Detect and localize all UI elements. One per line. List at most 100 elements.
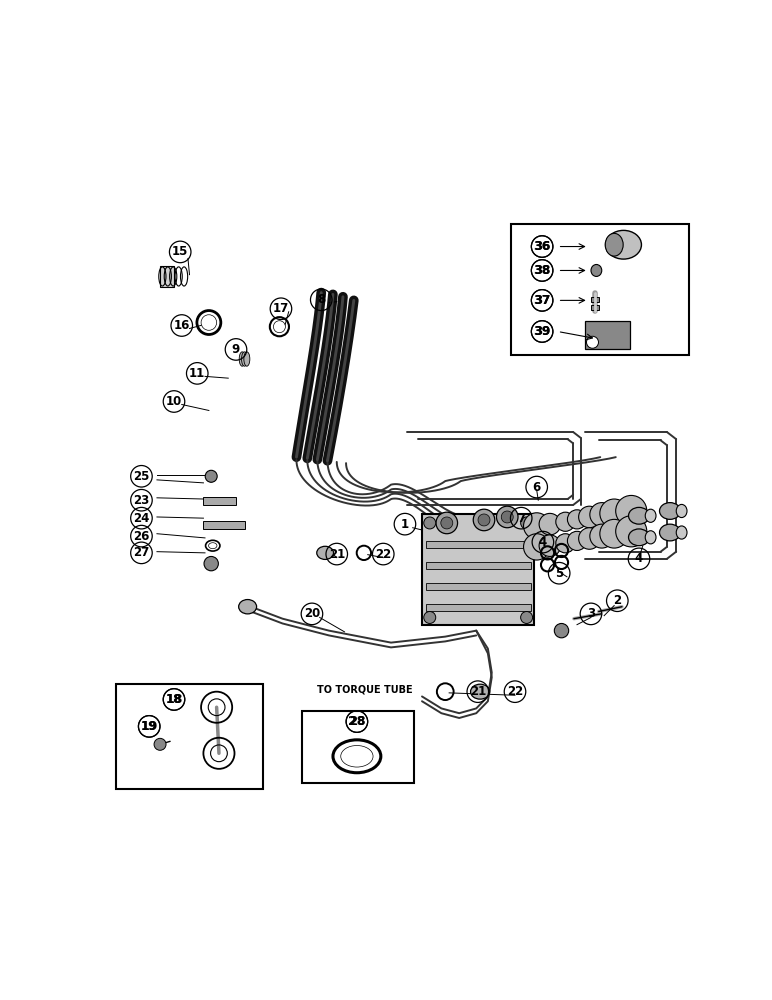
Text: 5: 5 — [555, 567, 564, 580]
Ellipse shape — [239, 352, 245, 366]
Text: 7: 7 — [517, 512, 525, 525]
Text: 10: 10 — [166, 395, 182, 408]
Circle shape — [523, 513, 550, 539]
Text: 15: 15 — [172, 245, 188, 258]
Text: 28: 28 — [348, 715, 366, 728]
Text: 28: 28 — [349, 715, 365, 728]
Circle shape — [579, 506, 600, 528]
Text: 37: 37 — [534, 294, 550, 307]
Text: 8: 8 — [317, 293, 325, 306]
Bar — [584, 321, 630, 349]
Bar — [116, 684, 263, 789]
Text: 26: 26 — [134, 530, 150, 543]
Ellipse shape — [676, 526, 687, 539]
Text: 17: 17 — [273, 302, 289, 315]
Text: 11: 11 — [189, 367, 205, 380]
Circle shape — [496, 506, 518, 528]
Circle shape — [520, 517, 533, 529]
Ellipse shape — [201, 315, 217, 330]
Text: 19: 19 — [141, 720, 157, 733]
Ellipse shape — [317, 546, 334, 559]
Circle shape — [587, 336, 598, 348]
Ellipse shape — [273, 321, 286, 333]
Bar — [302, 711, 415, 783]
Text: 21: 21 — [329, 548, 345, 561]
Bar — [422, 514, 534, 625]
Ellipse shape — [591, 264, 601, 276]
Circle shape — [600, 499, 628, 528]
Text: 4: 4 — [635, 552, 643, 565]
Bar — [591, 297, 599, 302]
Circle shape — [616, 516, 647, 547]
Circle shape — [204, 556, 218, 571]
Ellipse shape — [340, 746, 373, 767]
Bar — [160, 266, 174, 287]
Text: 21: 21 — [469, 685, 486, 698]
Text: 16: 16 — [174, 319, 190, 332]
Text: 23: 23 — [134, 494, 150, 507]
Circle shape — [590, 524, 614, 548]
Ellipse shape — [628, 507, 649, 524]
Text: 22: 22 — [375, 548, 391, 561]
Circle shape — [441, 517, 453, 529]
Text: 18: 18 — [166, 693, 182, 706]
Bar — [511, 224, 689, 355]
Text: 36: 36 — [534, 240, 550, 253]
Text: 38: 38 — [534, 264, 550, 277]
Text: 2: 2 — [613, 594, 621, 607]
Text: 9: 9 — [232, 343, 240, 356]
Ellipse shape — [605, 233, 623, 256]
Ellipse shape — [645, 531, 656, 544]
Circle shape — [554, 623, 569, 638]
Text: 27: 27 — [134, 546, 150, 559]
Circle shape — [436, 512, 458, 534]
Circle shape — [567, 531, 587, 550]
Ellipse shape — [471, 684, 489, 699]
Ellipse shape — [239, 600, 256, 614]
Circle shape — [424, 517, 435, 529]
Text: 6: 6 — [533, 481, 541, 494]
Circle shape — [539, 535, 560, 556]
Circle shape — [520, 611, 533, 623]
Text: 3: 3 — [587, 607, 595, 620]
Circle shape — [567, 510, 587, 529]
Bar — [204, 497, 236, 505]
Ellipse shape — [659, 503, 680, 519]
Ellipse shape — [676, 504, 687, 518]
Bar — [426, 562, 530, 569]
Circle shape — [501, 511, 513, 523]
Circle shape — [556, 534, 575, 553]
Circle shape — [523, 534, 550, 560]
Text: 19: 19 — [141, 720, 158, 733]
Circle shape — [556, 512, 575, 531]
Circle shape — [473, 509, 495, 531]
Ellipse shape — [208, 543, 217, 549]
Bar — [426, 604, 530, 611]
Text: 20: 20 — [304, 607, 320, 620]
Ellipse shape — [645, 509, 656, 522]
Bar — [591, 305, 599, 310]
Circle shape — [600, 519, 628, 548]
Text: 36: 36 — [533, 240, 550, 253]
Circle shape — [590, 503, 614, 527]
Circle shape — [154, 738, 166, 750]
Bar — [204, 521, 245, 529]
Ellipse shape — [242, 352, 248, 366]
Text: 1: 1 — [401, 518, 409, 531]
Text: 22: 22 — [507, 685, 523, 698]
Text: 39: 39 — [533, 325, 550, 338]
Ellipse shape — [605, 230, 642, 259]
Circle shape — [616, 495, 647, 527]
Circle shape — [539, 513, 560, 535]
Bar — [426, 583, 530, 590]
Text: 18: 18 — [165, 693, 183, 706]
Circle shape — [579, 528, 600, 549]
Text: 39: 39 — [534, 325, 550, 338]
Ellipse shape — [244, 352, 250, 366]
Circle shape — [205, 470, 217, 482]
Circle shape — [478, 514, 490, 526]
Text: 25: 25 — [134, 470, 150, 483]
Text: 37: 37 — [533, 294, 550, 307]
Circle shape — [424, 611, 435, 623]
Ellipse shape — [659, 524, 680, 541]
